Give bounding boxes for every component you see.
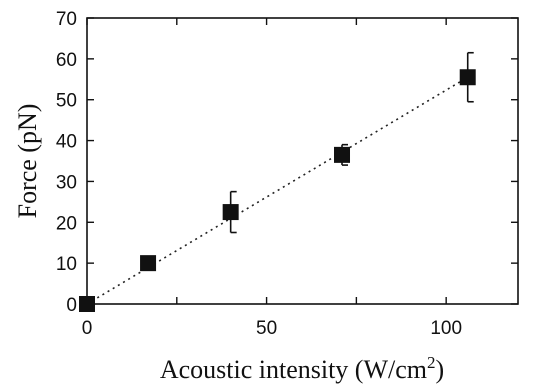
- x-axis-title: Acoustic intensity (W/cm2): [160, 353, 444, 384]
- y-axis-title: Force (pN): [13, 104, 42, 219]
- data-point: [459, 69, 476, 86]
- x-tick-label: 100: [430, 318, 462, 339]
- y-tick-label: 10: [56, 254, 77, 275]
- y-tick-label: 70: [56, 9, 77, 30]
- plot-frame: [86, 17, 519, 305]
- y-axis: 0 10 20 30 40 50 60 70: [56, 9, 518, 316]
- x-axis: 0 50 100: [82, 18, 462, 339]
- data-points: [79, 51, 476, 312]
- data-point: [222, 204, 239, 221]
- x-axis-title-superscript: 2: [427, 353, 436, 372]
- y-tick-label: 20: [56, 213, 77, 234]
- y-tick-label: 30: [56, 172, 77, 193]
- y-tick-label: 0: [66, 295, 77, 316]
- x-tick-label: 50: [256, 318, 277, 339]
- data-point: [79, 296, 95, 312]
- x-tick-label: 0: [82, 318, 93, 339]
- y-tick-label: 40: [56, 132, 77, 153]
- y-tick-label: 60: [56, 50, 77, 71]
- data-point: [334, 146, 351, 163]
- data-point: [140, 255, 157, 272]
- y-tick-label: 50: [56, 91, 77, 112]
- x-axis-title-main: Acoustic intensity (W/cm: [160, 355, 427, 384]
- x-axis-title-end: ): [436, 355, 445, 384]
